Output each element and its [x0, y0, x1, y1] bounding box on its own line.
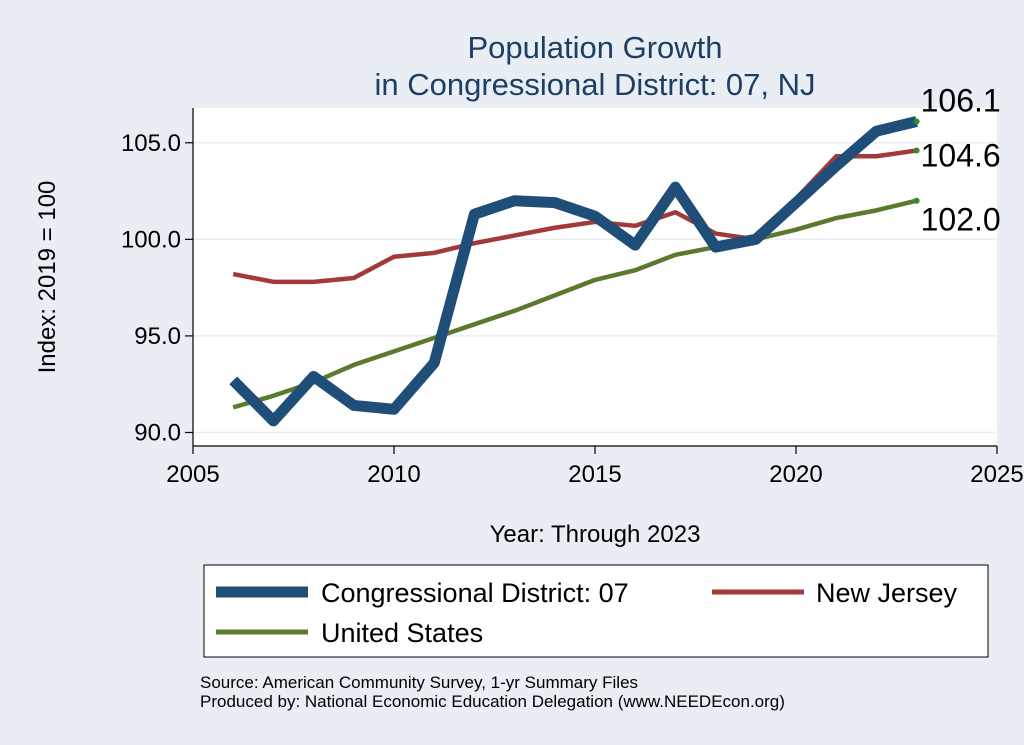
x-axis-title: Year: Through 2023: [490, 521, 701, 548]
legend-label-us: United States: [321, 618, 483, 648]
series-end-marker: [913, 118, 920, 125]
legend-label-nj: New Jersey: [816, 578, 958, 608]
x-tick-label: 2020: [769, 461, 822, 488]
series-lines: [229, 116, 920, 427]
end-value-label: 104.6: [921, 137, 1001, 173]
legend-label-district: Congressional District: 07: [321, 578, 629, 608]
end-value-label: 102.0: [921, 202, 1001, 238]
legend: Congressional District: 07 New Jersey Un…: [203, 564, 989, 658]
y-tick-label: 100.0: [121, 226, 181, 253]
series-line-us: [232, 198, 918, 410]
source-note: Source: American Community Survey, 1-yr …: [200, 673, 639, 692]
end-labels: 106.1 104.6 102.0: [921, 83, 1001, 238]
x-tick-label: 2010: [367, 461, 420, 488]
chart-title-line-2: in Congressional District: 07, NJ: [374, 67, 815, 102]
x-tick-label: 2025: [970, 461, 1023, 488]
y-tick-label: 105.0: [121, 130, 181, 157]
plot-area: [193, 108, 997, 446]
produced-by-note: Produced by: National Economic Education…: [200, 692, 785, 711]
y-axis-title: Index: 2019 = 100: [34, 181, 61, 374]
chart-title-line-1: Population Growth: [467, 30, 722, 65]
y-tick-label: 90.0: [134, 419, 181, 446]
end-value-label: 106.1: [921, 83, 1001, 119]
y-tick-label: 95.0: [134, 323, 181, 350]
x-tick-label: 2015: [568, 461, 621, 488]
series-end-marker: [913, 147, 920, 154]
axes: 90.0 95.0 100.0 105.0 2005 2010 2015 2020 2025: [121, 108, 1024, 488]
series-line-district: [229, 116, 918, 427]
series-end-marker: [913, 197, 920, 204]
x-tick-label: 2005: [166, 461, 219, 488]
legend-box: [203, 564, 989, 658]
